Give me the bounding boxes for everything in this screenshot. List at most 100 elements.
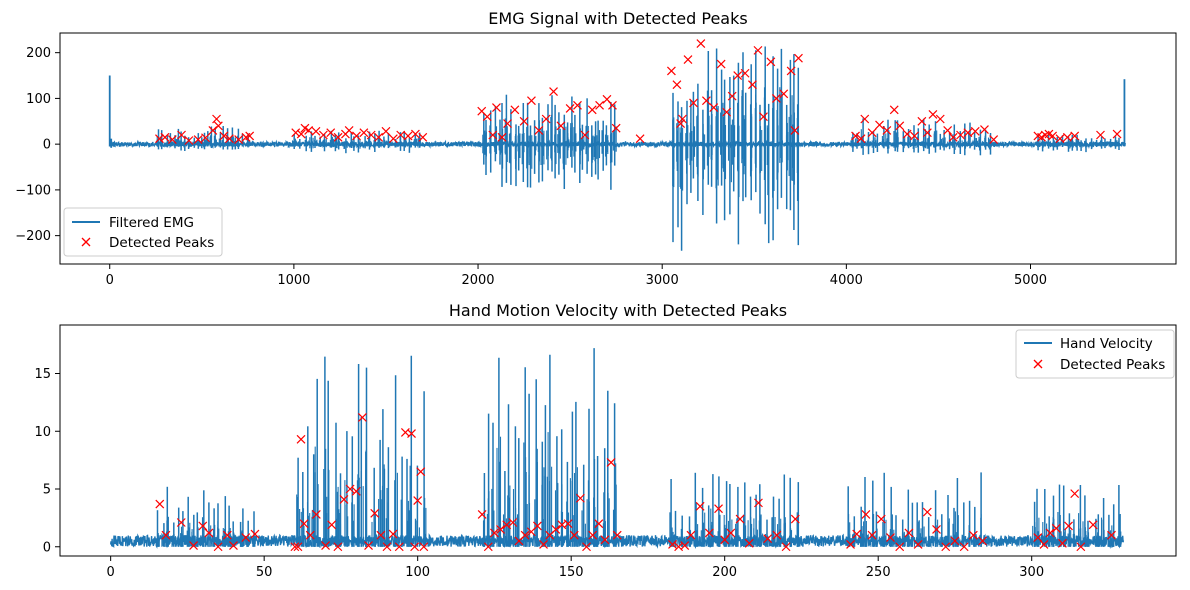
peak-marker <box>910 131 919 141</box>
peak-marker <box>569 530 579 540</box>
peak-marker <box>851 131 860 141</box>
velocity-axes-frame <box>59 324 1177 557</box>
peak-marker <box>766 57 776 67</box>
peak-marker <box>296 434 306 444</box>
velocity-series-line <box>110 348 1125 550</box>
velocity-detected-peaks <box>155 412 1116 552</box>
peak-marker <box>345 484 355 494</box>
peak-marker <box>502 520 512 530</box>
peak-marker <box>575 493 585 503</box>
peak-marker <box>932 525 941 534</box>
peak-marker <box>1055 134 1065 144</box>
peak-marker <box>225 134 234 144</box>
peak-marker <box>744 538 754 548</box>
peak-marker <box>208 126 218 135</box>
peak-marker <box>886 533 895 542</box>
x-tick-label: 1000 <box>277 273 310 288</box>
peak-marker <box>594 519 604 529</box>
peak-marker <box>482 112 492 122</box>
emg-legend: Filtered EMG Detected Peaks <box>63 207 223 257</box>
peak-marker <box>771 93 781 103</box>
peak-marker <box>311 509 321 519</box>
peak-marker <box>1062 132 1072 142</box>
peak-marker <box>683 55 693 64</box>
peak-marker <box>941 542 951 552</box>
peak-marker <box>666 66 676 76</box>
peak-marker <box>989 135 999 145</box>
peak-marker <box>155 499 165 509</box>
peak-marker <box>492 103 501 112</box>
peak-marker <box>416 467 426 477</box>
peak-marker <box>948 132 958 142</box>
peak-marker <box>184 136 194 145</box>
peak-marker <box>496 525 505 534</box>
peak-marker <box>556 121 566 131</box>
peak-marker <box>344 126 354 135</box>
peak-marker <box>527 96 536 106</box>
peak-marker <box>290 542 300 552</box>
peak-marker <box>532 521 542 531</box>
peak-marker <box>1064 521 1073 531</box>
peak-marker <box>612 530 622 540</box>
peak-marker <box>1048 131 1058 141</box>
peak-marker <box>608 100 617 110</box>
peak-marker <box>678 114 687 124</box>
peak-marker <box>333 542 343 552</box>
peak-marker <box>201 133 210 143</box>
peak-marker <box>852 529 862 539</box>
peak-marker <box>875 120 884 130</box>
peak-marker <box>588 530 598 540</box>
x-tick-label: 2000 <box>461 273 494 288</box>
x-tick-label: 300 <box>1019 565 1044 580</box>
x-tick-label: 3000 <box>646 273 679 288</box>
peak-marker <box>867 128 877 138</box>
peak-marker <box>606 458 616 467</box>
peak-marker <box>382 542 392 552</box>
peak-marker <box>1045 528 1055 538</box>
peak-marker <box>587 105 597 115</box>
y-tick-label: 100 <box>26 92 51 107</box>
peak-marker <box>959 542 969 552</box>
peak-marker <box>580 130 590 140</box>
velocity-legend: Hand Velocity Detected Peaks <box>1015 329 1175 379</box>
peak-marker <box>364 541 373 551</box>
peak-marker <box>735 514 745 524</box>
peak-marker <box>551 525 561 534</box>
emg-chart: EMG Signal with Detected Peaks 0 1000 2000… <box>15 9 1177 288</box>
peak-marker <box>695 501 705 511</box>
peak-marker <box>922 128 932 138</box>
peak-marker <box>541 114 551 124</box>
peak-marker <box>573 100 582 110</box>
peak-marker <box>689 98 698 108</box>
x-tick-label: 4000 <box>830 273 863 288</box>
peak-marker <box>291 128 301 138</box>
peak-marker <box>922 507 932 517</box>
peak-marker <box>846 540 855 549</box>
peak-marker <box>503 119 512 128</box>
peak-marker <box>1070 131 1080 141</box>
emg-series-line <box>108 46 1126 251</box>
emg-legend-cross-icon <box>81 237 91 247</box>
peak-marker <box>970 126 980 136</box>
peak-marker <box>1112 129 1122 139</box>
peak-marker <box>388 134 398 144</box>
x-tick-label: 200 <box>712 565 737 580</box>
peak-marker <box>978 536 988 546</box>
peak-marker <box>714 504 723 514</box>
series-baseline <box>109 139 1126 150</box>
peak-marker <box>418 132 428 142</box>
peak-marker <box>980 125 989 134</box>
emg-chart-title: EMG Signal with Detected Peaks <box>488 9 747 28</box>
peak-marker <box>726 528 736 538</box>
peak-marker <box>477 509 487 519</box>
peak-marker <box>860 114 870 124</box>
velocity-legend-box <box>1015 329 1175 379</box>
x-tick-label: 0 <box>106 273 114 288</box>
peak-marker <box>1107 530 1116 540</box>
peak-marker <box>790 514 800 524</box>
x-tick-label: 5000 <box>1014 273 1047 288</box>
peak-marker <box>759 112 768 122</box>
peak-marker <box>1070 489 1080 499</box>
peak-marker <box>861 509 871 519</box>
